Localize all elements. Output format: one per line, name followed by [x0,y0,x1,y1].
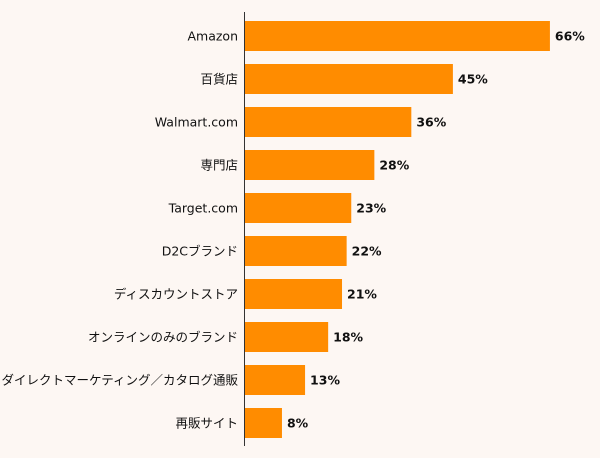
value-label: 23% [356,201,386,216]
bar [245,150,375,180]
bar [245,193,352,223]
category-label: ダイレクトマーケティング／カタログ通販 [1,373,238,388]
bar [245,279,343,309]
category-label: Walmart.com [155,115,238,130]
bars-group [245,21,550,438]
bar [245,21,550,51]
category-labels-group: Amazon 百貨店 Walmart.com 専門店 Target.com D2Cブランド… [1,29,238,431]
value-labels-group: 66% 45% 36% 28% 23% 22% 21% 18% 13% 8% [287,29,585,431]
value-label: 13% [310,373,340,388]
bar [245,408,282,438]
value-label: 22% [352,244,382,259]
bar [245,107,412,137]
value-label: 8% [287,416,309,431]
category-label: D2Cブランド [162,244,238,259]
bar [245,64,453,94]
category-label: オンラインのみのブランド [88,330,238,345]
bar [245,322,329,352]
category-label: 再販サイト [175,416,238,431]
category-label: Target.com [168,201,238,216]
bar [245,236,347,266]
category-label: 専門店 [200,158,238,173]
category-label: Amazon [187,29,238,44]
value-label: 28% [379,158,409,173]
value-label: 66% [555,29,585,44]
category-label: 百貨店 [200,72,238,87]
value-label: 45% [458,72,488,87]
category-label: ディスカウントストア [114,287,238,302]
bar [245,365,306,395]
value-label: 21% [347,287,377,302]
value-label: 36% [416,115,446,130]
value-label: 18% [333,330,363,345]
